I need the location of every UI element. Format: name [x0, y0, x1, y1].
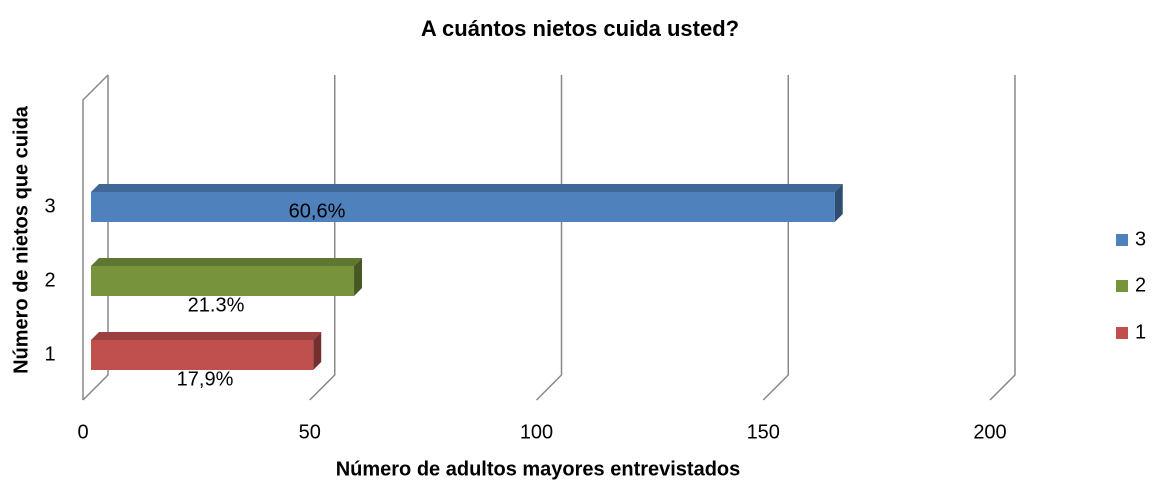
chart-title: A cuántos nietos cuida usted? — [421, 16, 739, 41]
legend-swatch — [1116, 234, 1128, 246]
bar-side — [354, 258, 363, 296]
legend-swatch — [1116, 327, 1128, 339]
y-tick-label: 2 — [44, 269, 55, 291]
bar-annotation: 17,9% — [177, 368, 234, 390]
legend-label: 3 — [1135, 228, 1146, 250]
y-tick-label: 3 — [44, 195, 55, 217]
legend-swatch — [1116, 280, 1128, 292]
bar — [91, 266, 355, 296]
bar-annotation: 21.3% — [188, 294, 245, 316]
x-tick-label: 50 — [299, 421, 321, 443]
x-tick-label: 0 — [77, 421, 88, 443]
x-tick-label: 150 — [747, 421, 780, 443]
grid-line — [989, 75, 1016, 401]
bar-top — [91, 184, 843, 192]
grid-line — [309, 75, 336, 401]
axis-wall — [82, 74, 109, 400]
x-tick-label: 100 — [520, 421, 553, 443]
bar-top — [91, 332, 322, 340]
bar-side — [313, 332, 322, 370]
bar — [91, 192, 835, 222]
y-tick-label: 1 — [44, 343, 55, 365]
legend-label: 1 — [1135, 321, 1146, 343]
bar-side — [834, 184, 843, 222]
bar-top — [91, 258, 363, 266]
x-axis-label: Número de adultos mayores entrevistados — [336, 458, 741, 480]
x-tick-label: 200 — [973, 421, 1006, 443]
grid-line — [535, 75, 563, 401]
grid-line — [82, 75, 109, 401]
y-axis-label: Número de nietos que cuida — [10, 105, 32, 374]
grid-line — [762, 75, 789, 401]
bar — [91, 340, 314, 370]
bar-annotation: 60,6% — [289, 200, 346, 222]
legend-label: 2 — [1135, 274, 1146, 296]
